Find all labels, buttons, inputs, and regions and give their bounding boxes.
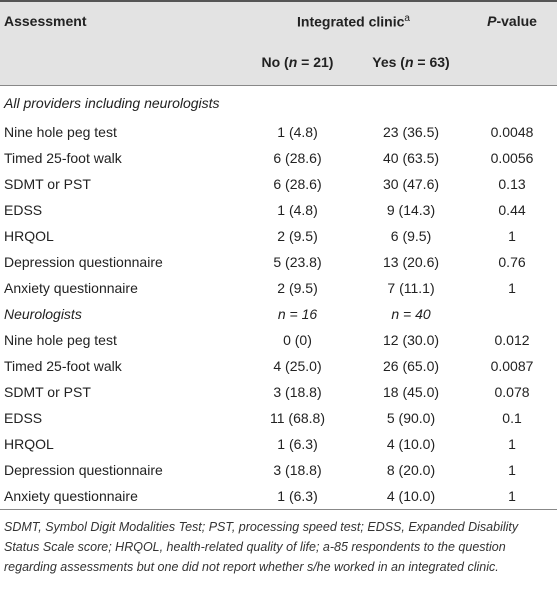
table-row: Timed 25-foot walk 4 (25.0) 26 (65.0) 0.… — [0, 353, 557, 379]
cell-pvalue: 0.76 — [498, 254, 526, 270]
cell-pvalue: 0.0048 — [490, 124, 534, 140]
section-title-all: All providers including neurologists — [4, 94, 220, 111]
cell-assessment: Anxiety questionnaire — [0, 483, 240, 510]
no-n-symbol: n — [288, 54, 298, 70]
pvalue-rest: -value — [496, 12, 537, 29]
cell-yes: 8 (20.0) — [386, 462, 436, 478]
table-row: Anxiety questionnaire 1 (6.3) 4 (10.0) 1 — [0, 483, 557, 510]
pvalue-p: P — [487, 12, 497, 29]
table-row: Timed 25-foot walk 6 (28.6) 40 (63.5) 0.… — [0, 145, 557, 171]
neuro-no-n: n = 16 — [277, 306, 318, 322]
cell-no: 2 (9.5) — [277, 280, 318, 296]
cell-no: 4 (25.0) — [273, 358, 322, 374]
cell-assessment: Timed 25-foot walk — [4, 358, 122, 374]
table-row: EDSS 1 (4.8) 9 (14.3) 0.44 — [0, 197, 557, 223]
cell-assessment: Depression questionnaire — [4, 462, 163, 478]
table-footnote: SDMT, Symbol Digit Modalities Test; PST,… — [4, 520, 519, 574]
cell-assessment: SDMT or PST — [4, 176, 91, 192]
cell-no: 3 (18.8) — [273, 462, 322, 478]
cell-yes: 23 (36.5) — [382, 124, 440, 140]
col-header-no: No (n = 21) — [240, 39, 355, 86]
cell-no: 6 (28.6) — [273, 150, 322, 166]
cell-yes: 4 (10.0) — [386, 436, 436, 452]
cell-pvalue: 1 — [467, 483, 557, 510]
cell-yes: 18 (45.0) — [382, 384, 440, 400]
cell-pvalue: 0.078 — [494, 384, 530, 400]
cell-assessment: Anxiety questionnaire — [4, 280, 138, 296]
cell-no: 1 (4.8) — [277, 202, 318, 218]
header-row-1: Assessment Integrated clinica P-value — [0, 0, 557, 39]
section-row-all: All providers including neurologists — [0, 86, 557, 120]
yes-n-symbol: n — [404, 54, 414, 70]
cell-yes: 9 (14.3) — [386, 202, 436, 218]
table-row: SDMT or PST 3 (18.8) 18 (45.0) 0.078 — [0, 379, 557, 405]
cell-pvalue: 0.0056 — [490, 150, 534, 166]
cell-no: 3 (18.8) — [273, 384, 322, 400]
cell-no: 11 (68.8) — [270, 410, 325, 426]
table-row: SDMT or PST 6 (28.6) 30 (47.6) 0.13 — [0, 171, 557, 197]
cell-assessment: HRQOL — [4, 436, 54, 452]
integrated-clinic-label: Integrated clinic — [297, 13, 405, 30]
cell-no: 1 (4.8) — [277, 124, 318, 140]
cell-yes: 5 (90.0) — [386, 410, 436, 426]
header-row-2: No (n = 21) Yes (n = 63) — [0, 39, 557, 86]
col-header-assessment: Assessment — [0, 0, 240, 39]
yes-n-value: = 63) — [413, 54, 450, 70]
cell-yes: 13 (20.6) — [382, 254, 440, 270]
cell-pvalue: 1 — [508, 228, 516, 244]
table-row: HRQOL 2 (9.5) 6 (9.5) 1 — [0, 223, 557, 249]
cell-assessment: Nine hole peg test — [4, 332, 117, 348]
footnote-marker: a — [404, 13, 410, 25]
table-row: Depression questionnaire 5 (23.8) 13 (20… — [0, 249, 557, 275]
cell-no: 1 (6.3) — [277, 436, 318, 452]
cell-assessment: SDMT or PST — [4, 384, 91, 400]
cell-no: 2 (9.5) — [277, 228, 318, 244]
cell-pvalue: 0.0087 — [490, 358, 534, 374]
cell-no: 0 (0) — [283, 332, 312, 348]
cell-assessment: Nine hole peg test — [4, 124, 117, 140]
cell-yes: 4 (10.0) — [355, 483, 468, 510]
section-spacer — [467, 301, 557, 327]
cell-no: 1 (6.3) — [240, 483, 355, 510]
header-spacer — [0, 39, 240, 86]
cell-pvalue: 0.13 — [498, 176, 526, 192]
neuro-yes-n: n = 40 — [391, 306, 431, 322]
cell-yes: 30 (47.6) — [382, 176, 440, 192]
col-header-integrated-clinic: Integrated clinica — [240, 0, 468, 39]
cell-assessment: EDSS — [4, 410, 43, 426]
cell-no: 5 (23.8) — [273, 254, 322, 270]
yes-label: Yes ( — [372, 54, 405, 70]
cell-pvalue: 0.44 — [498, 202, 526, 218]
cell-assessment: EDSS — [4, 202, 43, 218]
cell-assessment: HRQOL — [4, 228, 54, 244]
cell-pvalue: 1 — [508, 462, 516, 478]
cell-yes: 7 (11.1) — [387, 280, 435, 296]
cell-yes: 6 (9.5) — [390, 228, 432, 244]
cell-assessment: Timed 25-foot walk — [4, 150, 122, 166]
table-row: EDSS 11 (68.8) 5 (90.0) 0.1 — [0, 405, 557, 431]
table-row: Anxiety questionnaire 2 (9.5) 7 (11.1) 1 — [0, 275, 557, 301]
table-row: HRQOL 1 (6.3) 4 (10.0) 1 — [0, 431, 557, 457]
header-spacer — [467, 39, 557, 86]
cell-yes: 26 (65.0) — [382, 358, 440, 374]
cell-pvalue: 0.012 — [494, 332, 530, 348]
cell-pvalue: 0.1 — [502, 410, 522, 426]
section-title-neurologists: Neurologists — [4, 306, 82, 322]
table-row: Depression questionnaire 3 (18.8) 8 (20.… — [0, 457, 557, 483]
cell-pvalue: 1 — [508, 436, 516, 452]
table-row: Nine hole peg test 1 (4.8) 23 (36.5) 0.0… — [0, 119, 557, 145]
cell-yes: 12 (30.0) — [382, 332, 440, 348]
section-row-neurologists: Neurologists n = 16 n = 40 — [0, 301, 557, 327]
col-header-pvalue: P-value — [467, 0, 557, 39]
cell-assessment: Depression questionnaire — [4, 254, 163, 270]
col-header-yes: Yes (n = 63) — [355, 39, 468, 86]
table-row: Nine hole peg test 0 (0) 12 (30.0) 0.012 — [0, 327, 557, 353]
no-n-value: = 21) — [297, 54, 334, 70]
cell-no: 6 (28.6) — [273, 176, 322, 192]
assessment-table: Assessment Integrated clinica P-value No… — [0, 0, 557, 510]
cell-pvalue: 1 — [508, 280, 516, 296]
no-label: No ( — [261, 54, 289, 70]
cell-yes: 40 (63.5) — [382, 150, 440, 166]
